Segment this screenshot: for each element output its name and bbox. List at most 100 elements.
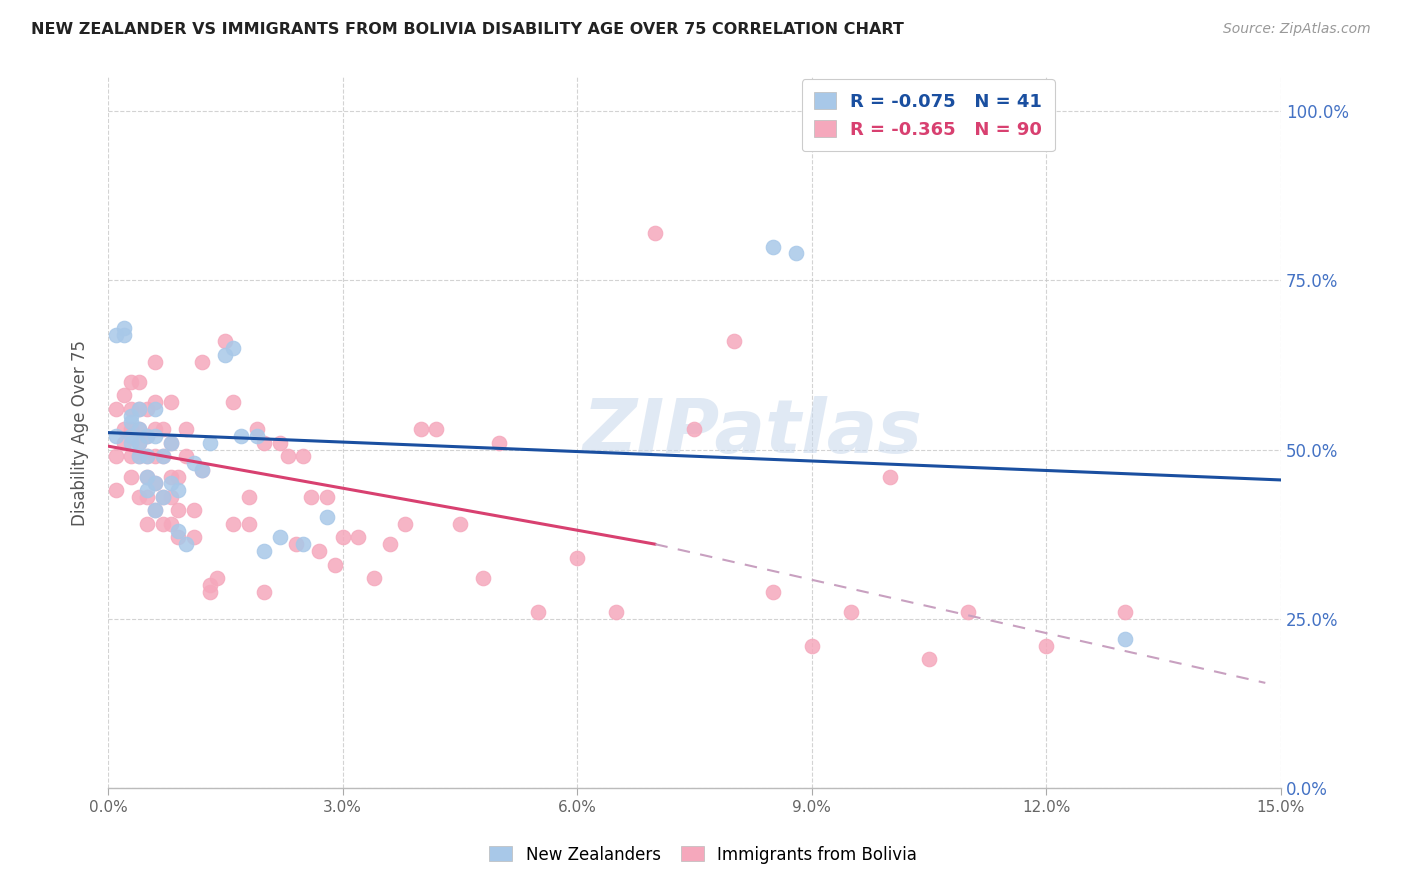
Point <box>104 401 127 416</box>
Point <box>120 416 142 430</box>
Point <box>136 490 159 504</box>
Point <box>488 435 510 450</box>
Point <box>174 422 197 436</box>
Point <box>159 435 181 450</box>
Point <box>167 531 190 545</box>
Point <box>152 490 174 504</box>
Point <box>277 450 299 464</box>
Point <box>957 605 980 619</box>
Point <box>785 246 807 260</box>
Point <box>136 401 159 416</box>
Point <box>253 435 276 450</box>
Point <box>269 531 291 545</box>
Point <box>183 503 205 517</box>
Point <box>683 422 706 436</box>
Point <box>174 537 197 551</box>
Point <box>104 483 127 497</box>
Point <box>143 401 166 416</box>
Legend: New Zealanders, Immigrants from Bolivia: New Zealanders, Immigrants from Bolivia <box>482 839 924 871</box>
Point <box>112 327 135 342</box>
Point <box>128 435 150 450</box>
Point <box>128 422 150 436</box>
Point <box>128 450 150 464</box>
Point <box>120 435 142 450</box>
Point <box>167 503 190 517</box>
Point <box>120 469 142 483</box>
Point <box>143 476 166 491</box>
Point <box>136 429 159 443</box>
Point <box>136 429 159 443</box>
Point <box>167 483 190 497</box>
Point <box>143 354 166 368</box>
Point <box>222 516 245 531</box>
Legend: R = -0.075   N = 41, R = -0.365   N = 90: R = -0.075 N = 41, R = -0.365 N = 90 <box>801 79 1054 152</box>
Point <box>245 429 267 443</box>
Point <box>159 476 181 491</box>
Point <box>245 422 267 436</box>
Point <box>253 544 276 558</box>
Point <box>143 503 166 517</box>
Point <box>152 422 174 436</box>
Point <box>762 239 785 253</box>
Point <box>128 401 150 416</box>
Y-axis label: Disability Age Over 75: Disability Age Over 75 <box>72 340 89 525</box>
Point <box>238 490 260 504</box>
Point <box>120 422 142 436</box>
Point <box>136 469 159 483</box>
Point <box>128 375 150 389</box>
Point <box>183 531 205 545</box>
Point <box>143 476 166 491</box>
Point <box>136 450 159 464</box>
Point <box>112 435 135 450</box>
Point <box>136 516 159 531</box>
Point <box>191 354 214 368</box>
Point <box>723 334 745 349</box>
Point <box>394 516 416 531</box>
Point <box>198 578 221 592</box>
Point <box>136 483 159 497</box>
Point <box>152 450 174 464</box>
Point <box>527 605 550 619</box>
Point <box>198 435 221 450</box>
Point <box>918 652 941 666</box>
Point <box>222 395 245 409</box>
Point <box>136 469 159 483</box>
Point <box>1035 639 1057 653</box>
Point <box>269 435 291 450</box>
Point <box>292 450 315 464</box>
Point <box>120 401 142 416</box>
Point <box>136 450 159 464</box>
Point <box>207 571 229 585</box>
Point <box>120 375 142 389</box>
Point <box>112 422 135 436</box>
Point <box>128 401 150 416</box>
Point <box>308 544 330 558</box>
Point <box>292 537 315 551</box>
Point <box>143 395 166 409</box>
Point <box>1114 605 1136 619</box>
Point <box>159 395 181 409</box>
Point <box>253 584 276 599</box>
Point <box>222 341 245 355</box>
Point <box>644 226 666 240</box>
Point <box>214 334 236 349</box>
Point <box>316 510 339 524</box>
Point <box>128 422 150 436</box>
Point <box>191 463 214 477</box>
Point <box>152 490 174 504</box>
Point <box>762 584 785 599</box>
Point <box>120 429 142 443</box>
Text: ZIPatlas: ZIPatlas <box>583 396 924 469</box>
Point <box>128 450 150 464</box>
Point <box>152 450 174 464</box>
Point <box>409 422 432 436</box>
Point <box>363 571 385 585</box>
Point <box>174 450 197 464</box>
Point <box>567 550 589 565</box>
Point <box>198 584 221 599</box>
Point <box>449 516 471 531</box>
Point <box>120 450 142 464</box>
Point <box>104 450 127 464</box>
Point <box>152 516 174 531</box>
Point <box>183 456 205 470</box>
